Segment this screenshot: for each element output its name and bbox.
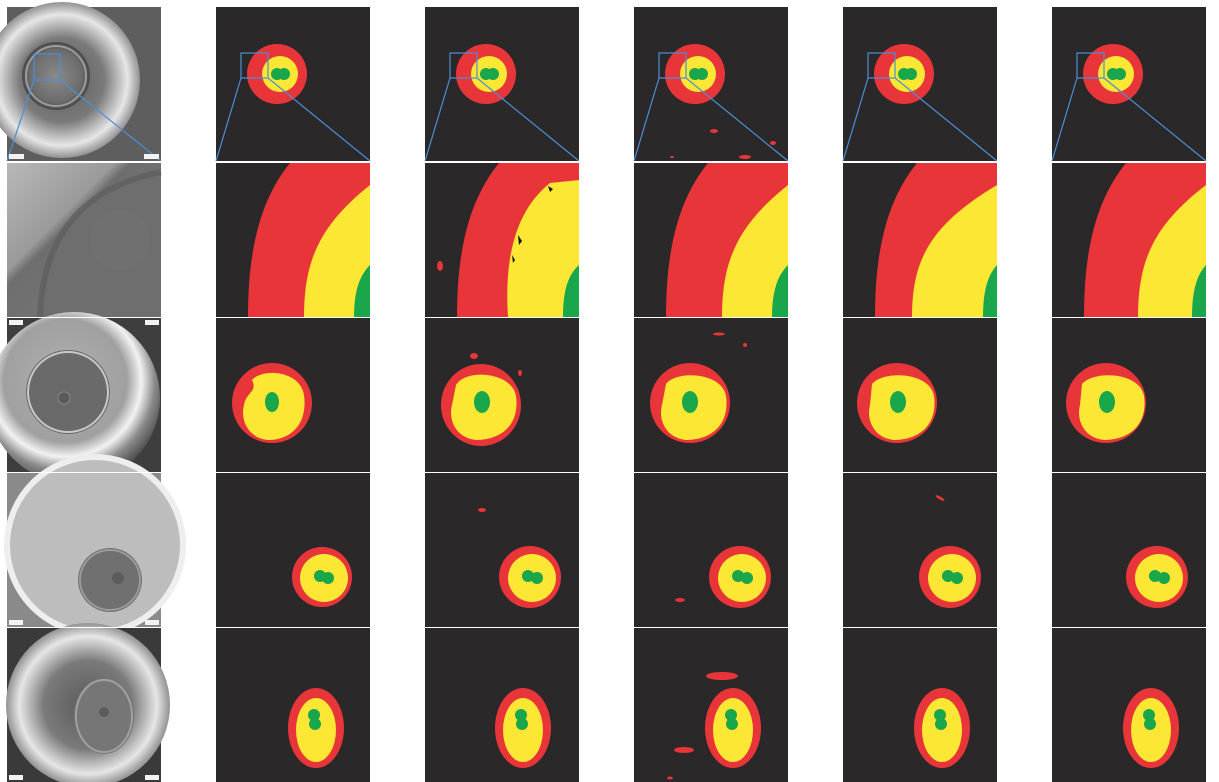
seg-c6-row4 — [1052, 473, 1206, 627]
seg-c2-row5 — [216, 628, 370, 782]
seg-c5-row3 — [843, 318, 997, 472]
micro-row1-full-view — [0, 2, 162, 162]
seg-c6-row2-zoom — [1052, 163, 1206, 317]
seg-c6-row3 — [1052, 318, 1206, 472]
seg-c4-row1 — [633, 7, 789, 162]
segmentation-column-2 — [215, 7, 371, 782]
seg-c4-row5 — [634, 628, 788, 782]
micro-row2-zoomed-detail — [7, 163, 162, 318]
micro-row5-full-view — [6, 623, 170, 782]
seg-c2-row1 — [215, 7, 371, 162]
scale-tag-right — [144, 154, 159, 159]
seg-c4-row3 — [634, 318, 788, 472]
seg-c3-row1 — [424, 7, 580, 162]
seg-c2-row3 — [216, 318, 370, 472]
scale-tag-left — [9, 154, 24, 159]
seg-c5-row1 — [842, 7, 998, 162]
seg-c5-row5 — [843, 628, 997, 782]
zoom-box — [33, 53, 61, 81]
segmentation-column-6 — [1051, 7, 1207, 782]
microscopy-column — [0, 2, 186, 782]
seg-c3-row2-zoom — [425, 163, 579, 317]
seg-c4-row2-zoom — [634, 163, 788, 317]
seg-c3-row5 — [425, 628, 579, 782]
zoom-connector-left — [6, 79, 35, 162]
micro-row4-full-view — [4, 454, 186, 636]
row-separators — [0, 161, 1219, 628]
zoom-connector-right — [59, 79, 162, 162]
segmentation-column-4 — [633, 7, 789, 782]
seg-c6-row5 — [1052, 628, 1206, 782]
segmentation-column-3 — [424, 7, 580, 782]
micro-row3-full-view — [0, 312, 161, 484]
seg-c6-row1 — [1051, 7, 1207, 162]
segmentation-column-5 — [842, 7, 998, 782]
seg-c5-row2-zoom — [843, 163, 997, 317]
seg-c4-row4 — [634, 473, 788, 627]
seg-c3-row4 — [425, 473, 579, 627]
seg-c5-row4 — [843, 473, 997, 627]
seg-c2-row2-zoom — [216, 163, 370, 317]
seg-c3-row3 — [425, 318, 579, 472]
seg-c2-row4 — [216, 473, 370, 627]
